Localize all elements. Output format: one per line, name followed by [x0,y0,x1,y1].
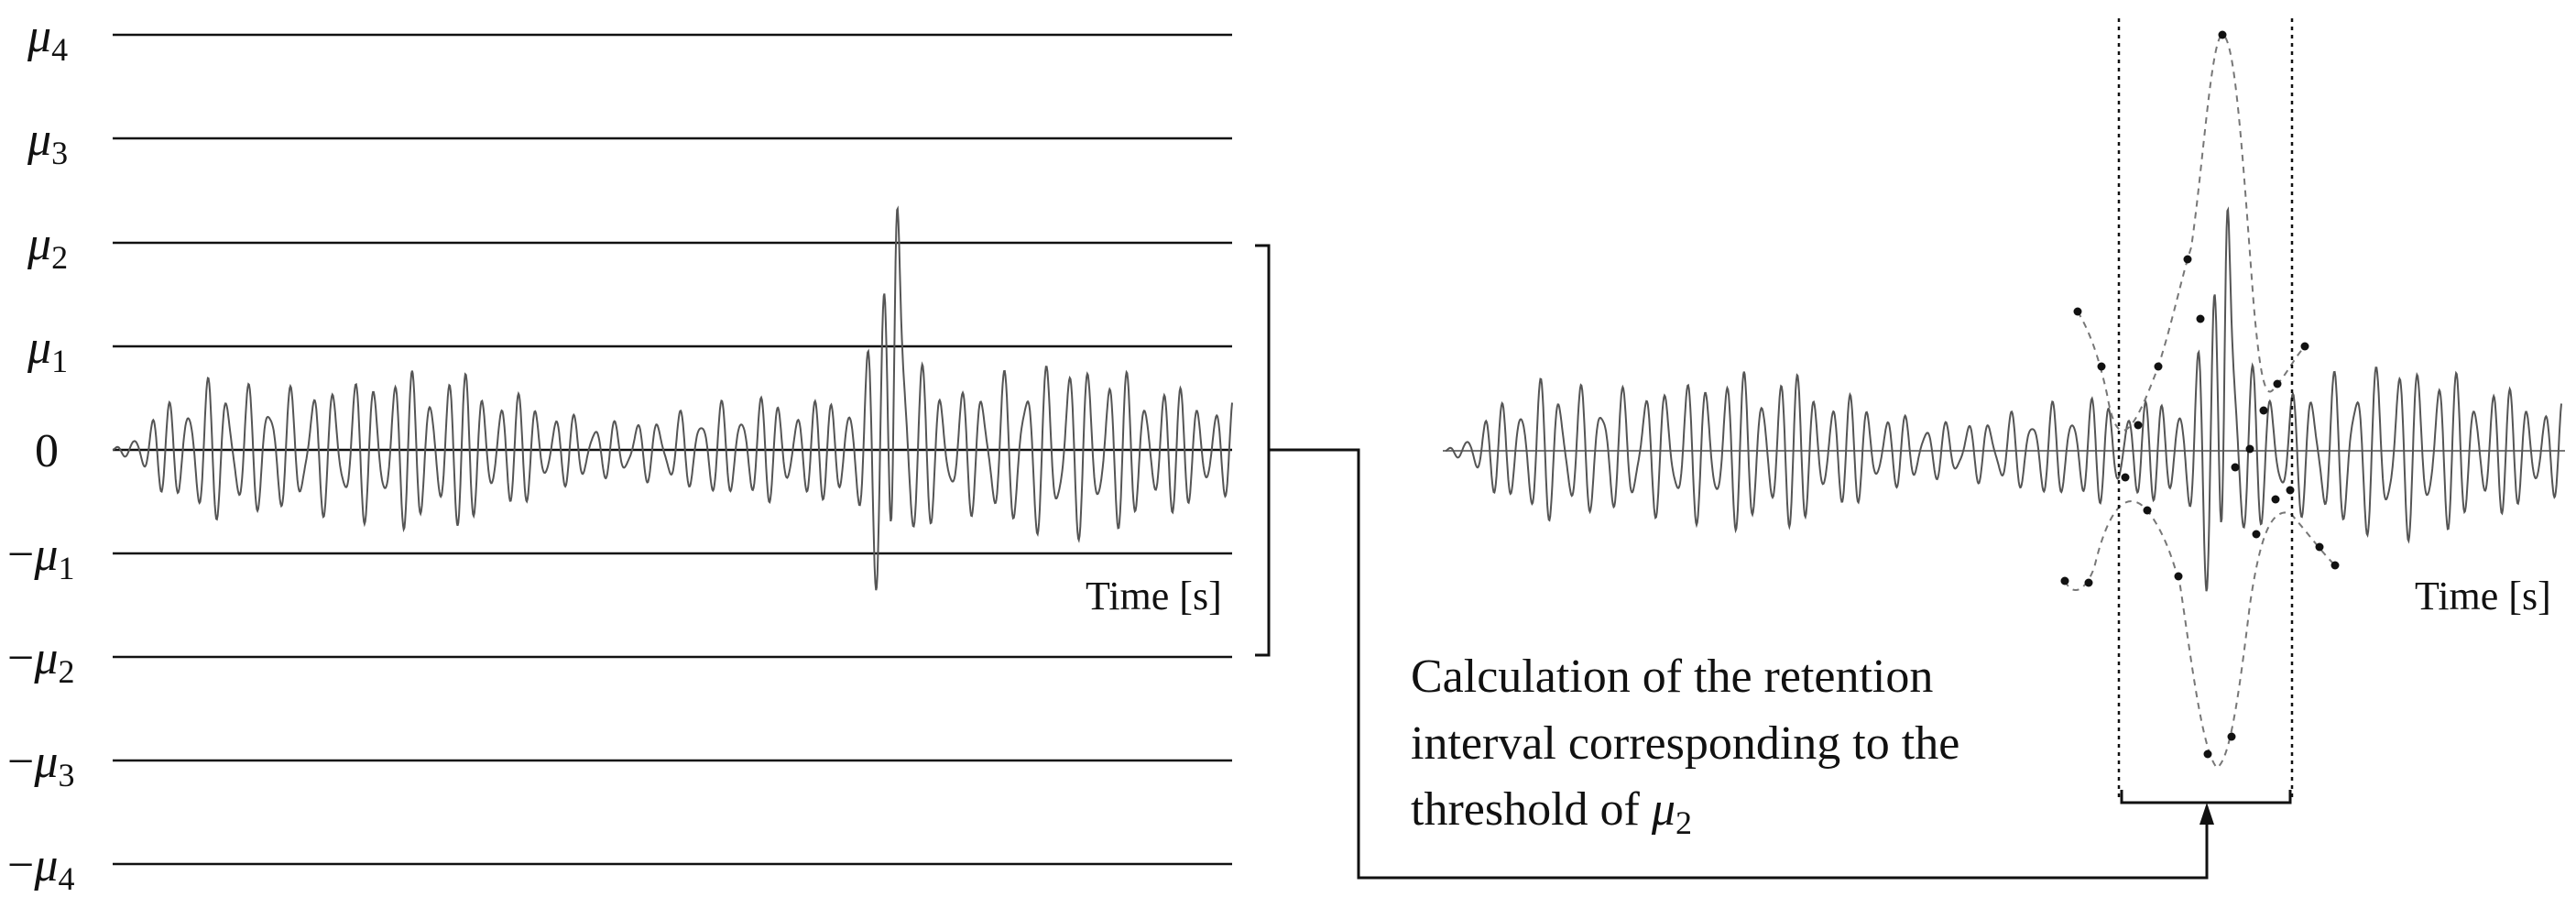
threshold-labels: μ4 μ3 μ2 μ1 0 −μ1 −μ2 −μ3 −μ4 [7,10,74,897]
threshold-label-neg_mu2: −μ2 [7,632,74,690]
peak-marker [2143,506,2152,515]
peak-marker [2245,444,2254,454]
peak-marker [2134,421,2143,430]
caption-line-3: threshold of μ2 [1411,783,1692,841]
peak-markers [2060,30,2340,759]
peak-marker [2315,542,2324,552]
peak-marker [2084,578,2093,587]
peak-marker [2073,307,2082,316]
peak-marker [2259,406,2268,415]
mu2-bracket [1255,244,2214,880]
peak-marker [2252,530,2261,539]
peak-marker [2154,362,2163,371]
peak-marker [2300,342,2309,351]
peak-marker [2330,561,2340,570]
threshold-label-mu4: μ4 [27,10,68,68]
caption-line-2: interval corresponding to the [1411,717,1959,770]
left-panel: μ4 μ3 μ2 μ1 0 −μ1 −μ2 −μ3 −μ4 Time [s] [7,10,1233,897]
threshold-label-mu1: μ1 [27,322,68,379]
right-panel: Time [s] Calculation of the retention in… [1411,18,2565,841]
threshold-label-neg_mu4: −μ4 [7,839,74,897]
caption-line-1: Calculation of the retention [1411,651,1933,703]
peak-marker [2121,473,2130,482]
peak-marker [2097,362,2106,371]
right-signal-waveform [1445,206,2562,592]
peak-marker [2174,572,2183,581]
retention-interval-bracket [2120,790,2292,804]
threshold-label-mu2: μ2 [27,218,68,276]
threshold-label-neg_mu1: −μ1 [7,529,74,586]
right-time-axis-label: Time [s] [2415,574,2551,618]
caption: Calculation of the retention interval co… [1411,651,1971,841]
connector-arrowhead [2199,803,2214,825]
upper-envelope [2077,33,2306,432]
left-signal-waveform [112,205,1233,591]
peak-marker [2231,463,2240,472]
peak-marker [2218,30,2227,39]
left-time-axis-label: Time [s] [1086,574,1222,618]
threshold-label-mu3: μ3 [27,114,68,171]
peak-marker [2183,255,2192,264]
threshold-label-zero: 0 [35,425,59,477]
threshold-label-neg_mu3: −μ3 [7,736,74,793]
peak-marker [2196,314,2205,323]
peak-marker [2227,732,2236,741]
peak-marker [2273,379,2282,388]
connector-arrow-line [1269,448,2209,880]
lower-envelope [2064,500,2336,770]
peak-marker [2060,576,2069,585]
peak-marker [2203,749,2212,759]
peak-marker [2271,495,2280,504]
peak-marker [2286,486,2295,495]
threshold-lines [113,33,1232,866]
